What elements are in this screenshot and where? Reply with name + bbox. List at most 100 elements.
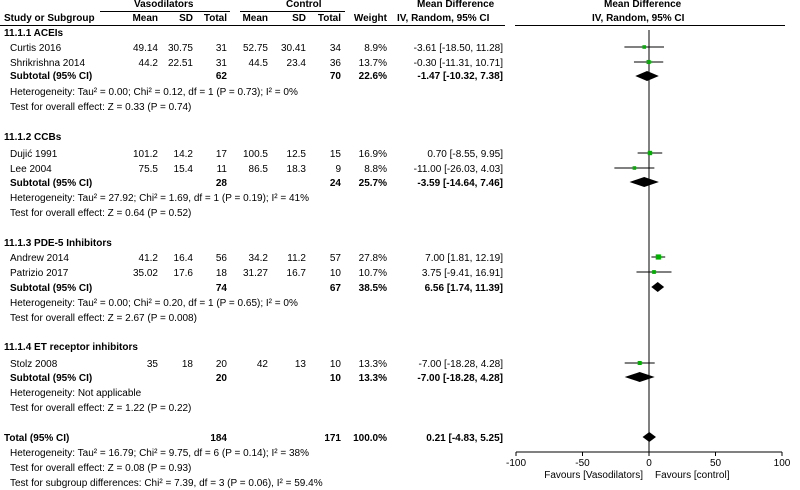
subtotal-n1: 74 xyxy=(215,283,227,294)
column-header-mean-2: Mean xyxy=(242,13,268,24)
study-sd-2: 23.4 xyxy=(286,58,306,69)
subtotal-label: Subtotal (95% CI) xyxy=(10,71,93,82)
total-ci: 0.21 [-4.83, 5.25] xyxy=(426,433,503,444)
heterogeneity-text: Heterogeneity: Tau² = 0.00; Chi² = 0.20,… xyxy=(10,298,298,309)
study-mean-2: 52.75 xyxy=(242,43,268,54)
subtotal-ci: 6.56 [1.74, 11.39] xyxy=(424,283,503,294)
column-header-total-2: Total xyxy=(317,13,341,24)
column-header-total-1: Total xyxy=(203,13,227,24)
study-sd-2: 13 xyxy=(294,359,306,370)
study-total-1: 18 xyxy=(215,268,227,279)
study-total-1: 17 xyxy=(215,149,227,160)
study-total-1: 31 xyxy=(215,58,227,69)
study-mean-2: 44.5 xyxy=(248,58,268,69)
subtotal-diamond xyxy=(635,71,659,81)
study-total-1: 11 xyxy=(216,164,227,175)
study-sd-2: 16.7 xyxy=(286,268,306,279)
study-mean-2: 31.27 xyxy=(242,268,268,279)
study-name: Dujić 1991 xyxy=(10,149,58,160)
study-sd-2: 11.2 xyxy=(287,253,306,264)
subtotal-n2: 70 xyxy=(329,71,341,82)
study-sd-2: 12.5 xyxy=(286,149,306,160)
subtotal-n2: 24 xyxy=(329,178,341,189)
group-header-vasodilators: Vasodilators xyxy=(134,0,194,10)
study-ci: -3.61 [-18.50, 11.28] xyxy=(413,43,503,54)
subtotal-weight: 22.6% xyxy=(358,71,387,82)
header-bottom-rule xyxy=(0,25,505,26)
study-mean-1: 41.2 xyxy=(138,253,158,264)
subgroup-title: 11.1.2 CCBs xyxy=(4,132,62,143)
subtotal-n2: 10 xyxy=(329,373,341,384)
study-marker xyxy=(642,45,646,49)
overall-effect-text: Test for overall effect: Z = 0.33 (P = 0… xyxy=(10,102,192,113)
heterogeneity-text: Heterogeneity: Tau² = 0.00; Chi² = 0.12,… xyxy=(10,87,298,98)
total-diamond xyxy=(642,432,656,442)
subtotal-label: Subtotal (95% CI) xyxy=(10,373,93,384)
study-name: Lee 2004 xyxy=(10,164,52,175)
subtotal-weight: 38.5% xyxy=(358,283,387,294)
study-name: Patrizio 2017 xyxy=(10,268,69,279)
total-overall-effect: Test for overall effect: Z = 0.08 (P = 0… xyxy=(10,463,192,474)
overall-effect-text: Test for overall effect: Z = 0.64 (P = 0… xyxy=(10,208,192,219)
subtotal-ci: -3.59 [-14.64, 7.46] xyxy=(417,178,503,189)
study-weight: 13.3% xyxy=(358,359,387,370)
header-underline-vasodilators xyxy=(100,11,230,12)
study-sd-1: 16.4 xyxy=(173,253,193,264)
study-marker xyxy=(655,254,661,260)
study-ci: -11.00 [-26.03, 4.03] xyxy=(413,164,503,175)
subtotal-label: Subtotal (95% CI) xyxy=(10,178,93,189)
plot-header-sub: IV, Random, 95% CI xyxy=(592,13,685,24)
study-weight: 13.7% xyxy=(358,58,387,69)
x-axis-tick-label: -50 xyxy=(575,458,590,469)
study-ci: -7.00 [-18.28, 4.28] xyxy=(418,359,503,370)
subtotal-diamond xyxy=(651,282,665,292)
study-total-2: 10 xyxy=(329,359,341,370)
total-n1: 184 xyxy=(210,433,227,444)
subtotal-diamond xyxy=(629,177,659,187)
study-ci: 3.75 [-9.41, 16.91] xyxy=(421,268,503,279)
study-name: Stolz 2008 xyxy=(10,359,58,370)
study-sd-2: 18.3 xyxy=(286,164,306,175)
study-mean-2: 86.5 xyxy=(248,164,268,175)
study-total-2: 10 xyxy=(329,268,341,279)
study-mean-2: 34.2 xyxy=(248,253,268,264)
study-marker xyxy=(652,270,656,274)
study-mean-2: 42 xyxy=(256,359,268,370)
study-total-1: 20 xyxy=(215,359,227,370)
group-header-control: Control xyxy=(286,0,322,10)
study-total-2: 57 xyxy=(329,253,341,264)
study-total-2: 15 xyxy=(329,149,341,160)
study-marker xyxy=(637,360,642,366)
heterogeneity-text: Heterogeneity: Not applicable xyxy=(10,388,142,399)
x-axis-tick-label: 50 xyxy=(710,458,722,469)
study-sd-1: 22.51 xyxy=(167,58,193,69)
heterogeneity-text: Heterogeneity: Tau² = 27.92; Chi² = 1.69… xyxy=(10,193,309,204)
x-axis-tick-label: 100 xyxy=(774,458,791,469)
study-mean-1: 75.5 xyxy=(138,164,158,175)
subtotal-label: Subtotal (95% CI) xyxy=(10,283,93,294)
plot-header-title: Mean Difference xyxy=(604,0,682,10)
subtotal-weight: 25.7% xyxy=(358,178,387,189)
favours-left-label: Favours [Vasodilators] xyxy=(544,470,643,481)
subtotal-n1: 20 xyxy=(215,373,227,384)
header-underline-control xyxy=(240,11,345,12)
subgroup-differences: Test for subgroup differences: Chi² = 7.… xyxy=(10,478,323,489)
study-sd-1: 30.75 xyxy=(167,43,193,54)
favours-right-label: Favours [control] xyxy=(655,470,730,481)
study-weight: 10.7% xyxy=(358,268,387,279)
x-axis-tick-label: 0 xyxy=(646,458,652,469)
subgroup-title: 11.1.1 ACEIs xyxy=(4,28,64,39)
study-marker xyxy=(647,150,653,156)
column-header-sd-2: SD xyxy=(292,13,306,24)
total-label: Total (95% CI) xyxy=(4,433,70,444)
column-header-sd-1: SD xyxy=(179,13,193,24)
study-sd-1: 18 xyxy=(181,359,193,370)
total-heterogeneity: Heterogeneity: Tau² = 16.79; Chi² = 9.75… xyxy=(10,448,309,459)
subgroup-title: 11.1.4 ET receptor inhibitors xyxy=(4,342,138,353)
study-weight: 8.9% xyxy=(364,43,387,54)
study-total-1: 31 xyxy=(215,43,227,54)
study-name: Curtis 2016 xyxy=(10,43,62,54)
overall-effect-text: Test for overall effect: Z = 2.67 (P = 0… xyxy=(10,313,197,324)
study-marker xyxy=(632,166,637,170)
total-weight: 100.0% xyxy=(353,433,387,444)
